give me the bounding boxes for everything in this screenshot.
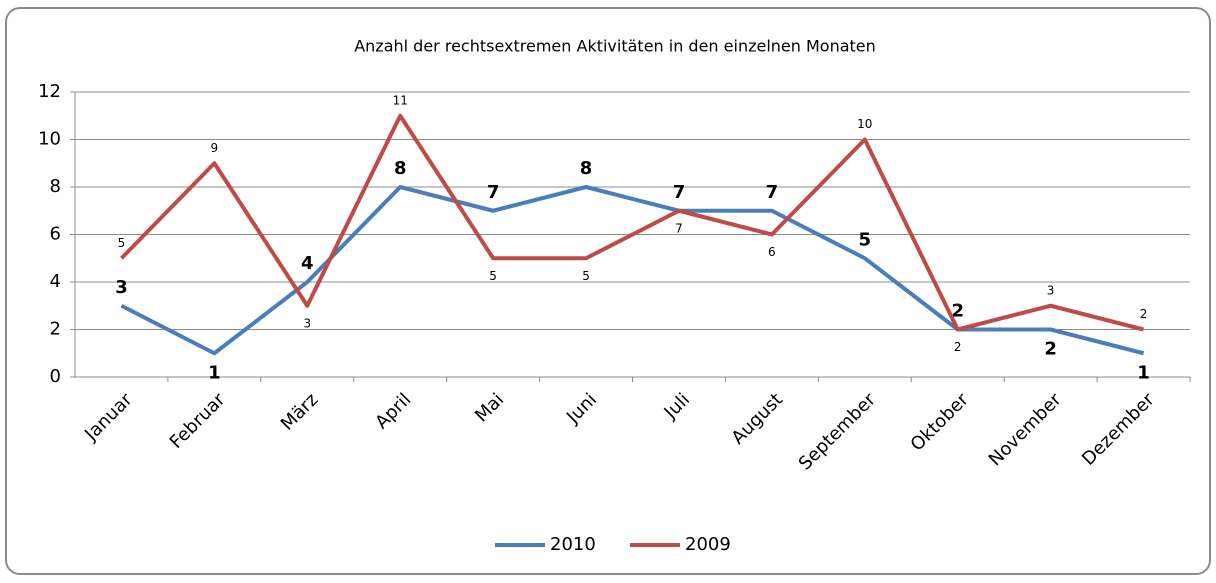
y-tick-label: 8 (50, 176, 61, 197)
data-label: 7 (675, 221, 683, 235)
data-label: 2 (951, 301, 964, 322)
data-label: 2 (1044, 339, 1057, 360)
series-line (120, 113, 1145, 332)
y-tick-label: 0 (50, 366, 61, 387)
data-label: 6 (768, 245, 776, 259)
data-label: 7 (487, 182, 500, 203)
legend-label: 2010 (550, 534, 596, 555)
data-label: 2 (1140, 307, 1148, 321)
y-tick-label: 4 (50, 271, 61, 292)
data-label: 1 (1137, 362, 1150, 383)
data-label: 11 (393, 93, 408, 107)
y-tick-label: 12 (38, 81, 61, 102)
data-label: 7 (766, 182, 779, 203)
y-tick-label: 6 (50, 224, 61, 245)
y-tick-label: 2 (50, 319, 61, 340)
data-label: 5 (582, 269, 590, 283)
legend-label: 2009 (685, 534, 731, 555)
series-line (120, 185, 1145, 356)
data-label: 2 (954, 340, 962, 354)
data-label: 5 (489, 269, 497, 283)
chart-frame (5, 7, 1211, 575)
data-label: 5 (859, 229, 872, 250)
y-tick-label: 10 (38, 129, 61, 150)
chart-title: Anzahl der rechtsextremen Aktivitäten in… (354, 37, 876, 56)
data-label: 10 (857, 117, 872, 131)
data-label: 4 (301, 253, 314, 274)
data-label: 8 (580, 158, 593, 179)
data-label: 5 (118, 236, 126, 250)
data-label: 1 (208, 362, 221, 383)
data-label: 3 (1047, 283, 1055, 297)
data-label: 3 (115, 277, 128, 298)
data-label: 8 (394, 158, 407, 179)
data-label: 9 (211, 141, 219, 155)
data-label: 7 (673, 182, 686, 203)
data-label: 3 (303, 316, 311, 330)
